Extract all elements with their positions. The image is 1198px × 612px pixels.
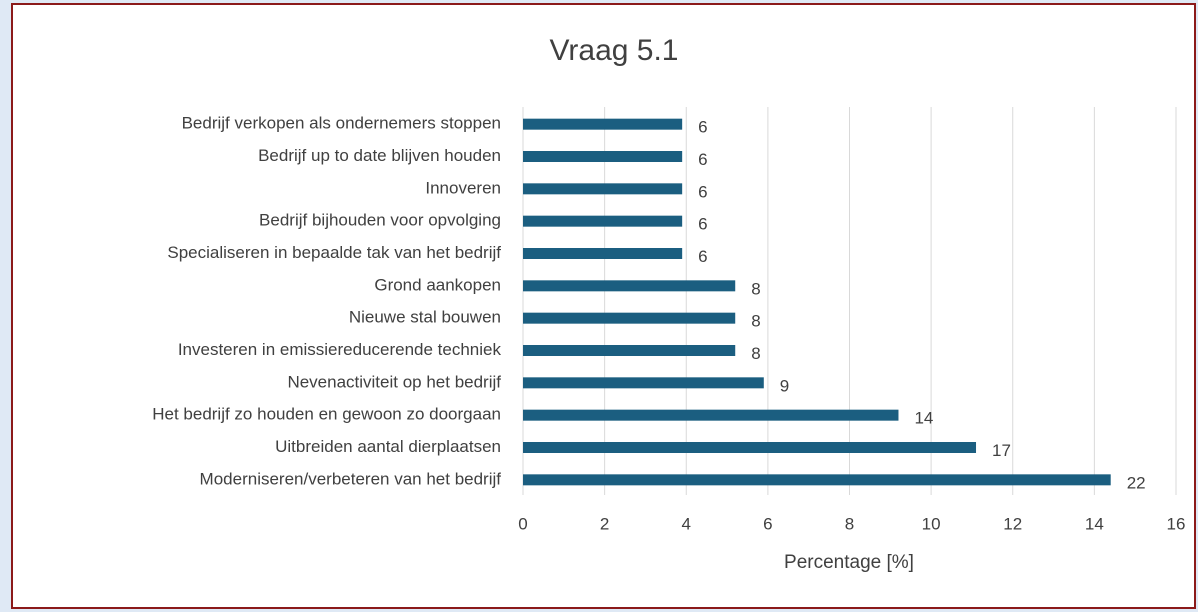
y-tick-label: Uitbreiden aantal dierplaatsen [275,437,501,456]
data-label: 6 [698,182,707,201]
y-tick-label: Innoveren [425,178,501,197]
bar [523,248,683,259]
data-label: 6 [698,118,707,137]
data-label: 6 [698,150,707,169]
y-tick-label: Nieuwe stal bouwen [349,308,501,327]
y-tick-label: Specialiseren in bepaalde tak van het be… [167,243,501,262]
y-tick-label: Investeren in emissiereducerende technie… [178,340,502,359]
data-label: 14 [914,409,933,428]
x-tick-label: 10 [922,514,941,533]
bar [523,215,683,227]
y-tick-label: Grond aankopen [374,275,501,294]
x-tick-label: 16 [1167,514,1186,533]
x-tick-label: 6 [763,514,772,533]
x-tick-label: 0 [518,514,527,533]
x-tick-label: 12 [1003,514,1022,533]
x-axis-label: Percentage [%] [784,552,914,573]
y-tick-label: Bedrijf bijhouden voor opvolging [259,211,501,230]
y-tick-label: Het bedrijf zo houden en gewoon zo doorg… [152,405,501,424]
bar [523,474,1111,486]
data-label: 6 [698,247,707,266]
bar [523,442,977,453]
x-tick-label: 14 [1085,514,1104,533]
data-label: 8 [751,344,760,363]
x-tick-label: 8 [845,514,854,533]
bar [523,280,736,292]
bar [523,345,736,356]
data-label: 8 [751,312,760,331]
bar [523,151,683,162]
data-label: 9 [780,376,789,395]
bar [523,377,764,389]
data-label: 17 [992,441,1011,460]
data-label: 6 [698,215,707,234]
chart-title: Vraag 5.1 [550,34,679,67]
y-tick-label: Moderniseren/verbeteren van het bedrijf [200,469,502,488]
chart-frame [11,3,1196,609]
y-tick-label: Bedrijf up to date blijven houden [258,146,501,165]
x-tick-label: 2 [600,514,609,533]
data-label: 8 [751,279,760,298]
bar [523,183,683,195]
data-label: 22 [1127,473,1146,492]
bar [523,312,736,324]
bar [523,118,683,130]
bar [523,409,899,421]
y-tick-label: Bedrijf verkopen als ondernemers stoppen [182,114,501,133]
x-tick-label: 4 [682,514,691,533]
y-tick-label: Nevenactiviteit op het bedrijf [287,372,501,391]
